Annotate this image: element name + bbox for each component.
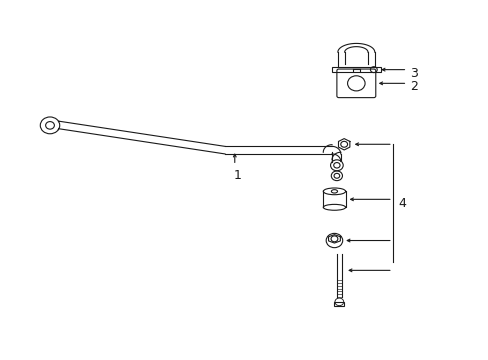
Text: 2: 2 [409,80,417,93]
Text: 1: 1 [233,170,241,183]
Bar [334,302,344,306]
Bar [331,67,380,72]
Text: 3: 3 [409,67,417,80]
Text: 4: 4 [398,197,406,210]
